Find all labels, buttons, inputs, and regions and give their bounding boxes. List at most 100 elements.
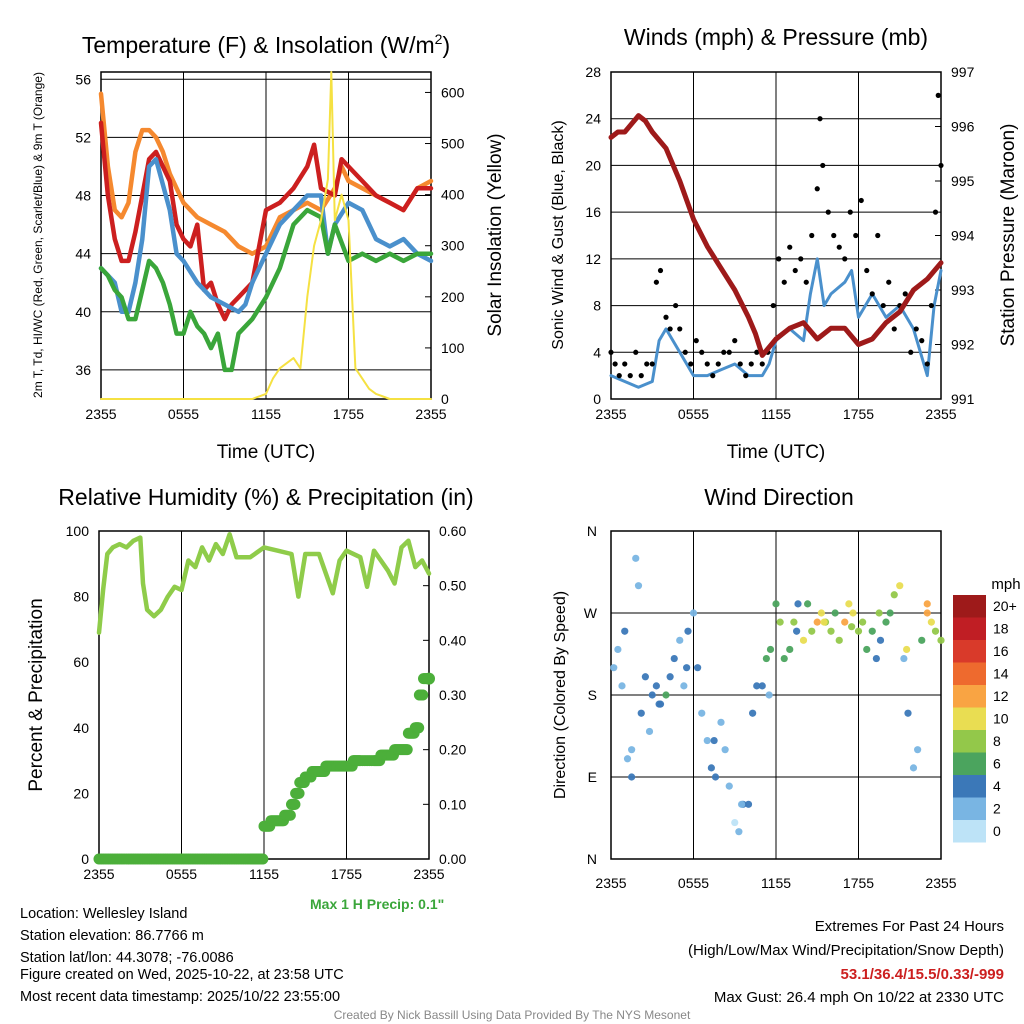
wind-ytick-left-2: 8 — [593, 298, 601, 314]
dir-point — [738, 800, 746, 808]
precip-point — [284, 809, 296, 821]
dir-point — [914, 746, 922, 754]
dir-point — [794, 600, 802, 608]
wind-gust-point — [820, 162, 826, 169]
wind-ytick-right-2: 993 — [951, 282, 975, 298]
rh-ytick-left-2: 40 — [73, 720, 89, 736]
dir-point — [676, 636, 684, 644]
dir-point — [618, 682, 626, 690]
rh-ytick-right-4: 0.40 — [439, 632, 466, 648]
wind-gust-point — [721, 349, 727, 355]
temp-ytick-left-4: 52 — [75, 129, 91, 145]
dir-legend-label-9: 2 — [993, 801, 1001, 817]
dir-point — [623, 755, 632, 763]
temp-series-temp — [98, 120, 434, 322]
wind-chart-title: Winds (mph) & Pressure (mb) — [624, 24, 928, 50]
dir-point — [735, 828, 743, 836]
wind-gust-point — [817, 116, 823, 122]
dir-point — [886, 609, 894, 617]
temp-ytick-right-2: 200 — [441, 289, 465, 305]
dir-point — [790, 618, 798, 626]
wind-xtick-label-1: 0555 — [678, 406, 709, 422]
dir-point — [707, 764, 715, 772]
dir-point — [841, 618, 849, 626]
wind-gust-point — [608, 349, 614, 355]
rh-xtick-label-1: 0555 — [166, 866, 197, 882]
dir-point — [621, 627, 629, 635]
wind-gust-point — [667, 326, 673, 332]
rh-ytick-right-5: 0.50 — [439, 578, 466, 594]
dir-point — [721, 746, 729, 754]
dir-legend-swatch-5 — [953, 707, 986, 730]
dir-point — [684, 627, 692, 635]
dir-point — [637, 709, 645, 717]
dir-point — [645, 727, 654, 736]
dir-legend-label-2: 16 — [993, 643, 1009, 659]
wind-gust-point — [803, 279, 809, 285]
dir-legend-label-8: 4 — [993, 778, 1001, 794]
wind-gust-point — [693, 338, 699, 344]
wind-gust-point — [759, 361, 765, 367]
temp-y-axis-label-left: 2m T, Td, HI/WC (Red, Green, Scarlet/Blu… — [31, 72, 45, 398]
temp-xtick-label-4: 2355 — [415, 406, 446, 422]
wind-gust-point — [699, 349, 705, 355]
wind-gust-point — [869, 291, 875, 297]
wind-gust-point — [616, 373, 622, 379]
wind-gust-point — [627, 373, 633, 379]
wind-gust-point — [715, 361, 721, 367]
footer-location: Location: Wellesley Island — [20, 906, 188, 922]
wind-gust-point — [924, 361, 930, 367]
dir-legend-swatch-4 — [953, 685, 986, 708]
dir-point — [614, 645, 622, 654]
wind-gust-point — [732, 338, 738, 344]
dir-point — [904, 709, 912, 717]
dir-point — [670, 654, 678, 663]
dir-legend-swatch-6 — [953, 730, 986, 753]
wind-gust-point — [612, 361, 618, 367]
dir-point — [848, 623, 856, 631]
dir-chart-title: Wind Direction — [704, 484, 854, 510]
dir-xtick-label-2: 1155 — [761, 875, 791, 891]
dir-xtick-label-0: 2355 — [595, 875, 626, 891]
dir-point — [793, 627, 801, 635]
precip-point — [423, 672, 435, 685]
wind-gust-point — [798, 256, 804, 262]
temp-series-heat — [98, 156, 434, 315]
temp-ytick-left-2: 44 — [75, 246, 91, 262]
wind-gust-point — [657, 267, 664, 274]
dir-legend-label-10: 0 — [993, 823, 1001, 839]
dir-point — [882, 618, 890, 626]
dir-point — [711, 773, 720, 781]
rh-ytick-right-6: 0.60 — [439, 523, 466, 539]
dir-point — [694, 664, 702, 672]
rh-y-axis-label-left: Percent & Precipitation — [26, 598, 47, 791]
dir-point — [799, 636, 808, 644]
wind-gust-point — [633, 349, 639, 355]
dir-legend-title: mph — [991, 576, 1020, 593]
rh-ytick-left-3: 60 — [73, 654, 89, 670]
dir-point — [762, 654, 770, 663]
dir-point — [710, 736, 718, 745]
wind-gust-point — [919, 338, 925, 344]
wind-gust-point — [638, 373, 644, 379]
wind-x-axis-label: Time (UTC) — [727, 442, 826, 463]
wind-xtick-label-3: 1755 — [843, 406, 874, 422]
dir-point — [937, 636, 945, 644]
dir-point — [648, 691, 656, 699]
wind-gust-point — [880, 302, 886, 309]
dir-point — [632, 554, 640, 562]
temp-xtick-label-3: 1755 — [333, 406, 364, 422]
temp-ytick-left-5: 56 — [75, 71, 91, 87]
wind-series-pressure — [608, 113, 944, 358]
dir-point — [662, 691, 670, 699]
dir-legend-swatch-9 — [953, 797, 986, 820]
wind-gust-point — [886, 279, 892, 285]
wind-gust-point — [864, 267, 870, 274]
dir-point — [876, 636, 885, 644]
rh-xtick-label-2: 1155 — [249, 866, 279, 882]
rh-ytick-left-1: 20 — [73, 785, 89, 801]
rh-chart-title: Relative Humidity (%) & Precipitation (i… — [58, 484, 473, 510]
wind-y-axis-label-right: Station Pressure (Maroon) — [998, 124, 1019, 347]
wind-gust-point — [935, 92, 941, 98]
